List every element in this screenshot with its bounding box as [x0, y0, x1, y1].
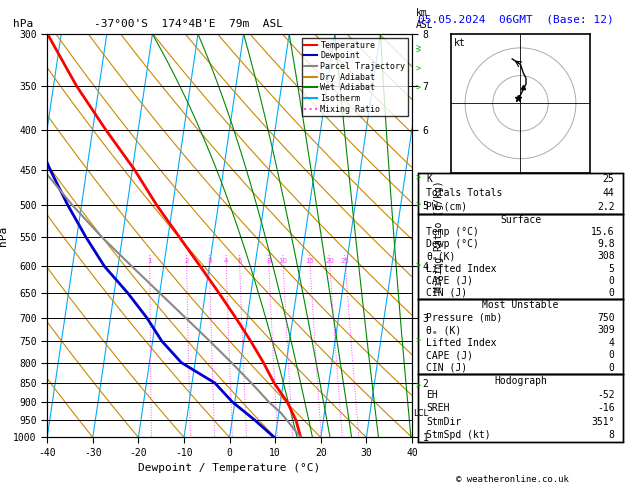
Text: StmDir: StmDir	[426, 417, 462, 427]
Text: 0: 0	[609, 288, 615, 298]
Text: LCL: LCL	[413, 409, 428, 417]
Y-axis label: Mixing Ratio (g/kg): Mixing Ratio (g/kg)	[434, 180, 444, 292]
Text: Dewp (°C): Dewp (°C)	[426, 239, 479, 249]
Text: Pressure (mb): Pressure (mb)	[426, 312, 503, 323]
Text: 1: 1	[147, 258, 152, 263]
Text: CAPE (J): CAPE (J)	[426, 276, 474, 286]
Text: θₑ (K): θₑ (K)	[426, 325, 462, 335]
Text: 15.6: 15.6	[591, 227, 615, 237]
Text: 8: 8	[609, 431, 615, 440]
Text: -52: -52	[597, 390, 615, 399]
Text: 5: 5	[609, 263, 615, 274]
Text: 3: 3	[207, 258, 211, 263]
Text: 0: 0	[609, 276, 615, 286]
Text: 308: 308	[597, 251, 615, 261]
Text: >: >	[415, 336, 420, 346]
Text: 351°: 351°	[591, 417, 615, 427]
Text: >: >	[415, 381, 420, 390]
Text: >: >	[415, 201, 420, 209]
Text: 44: 44	[603, 188, 615, 198]
Text: CIN (J): CIN (J)	[426, 288, 467, 298]
Text: 5: 5	[237, 258, 242, 263]
Text: >: >	[415, 43, 420, 52]
Text: km
ASL: km ASL	[416, 8, 433, 30]
Text: Temp (°C): Temp (°C)	[426, 227, 479, 237]
Text: SREH: SREH	[426, 403, 450, 413]
Text: 750: 750	[597, 312, 615, 323]
Text: 2.2: 2.2	[597, 202, 615, 212]
Text: 2: 2	[184, 258, 189, 263]
Text: -16: -16	[597, 403, 615, 413]
Text: 4: 4	[224, 258, 228, 263]
Text: >: >	[415, 47, 420, 56]
Text: PW (cm): PW (cm)	[426, 202, 467, 212]
Text: 0: 0	[609, 363, 615, 373]
Text: CAPE (J): CAPE (J)	[426, 350, 474, 361]
Text: kt: kt	[454, 38, 465, 48]
Text: Lifted Index: Lifted Index	[426, 338, 497, 348]
Text: Most Unstable: Most Unstable	[482, 300, 559, 310]
Text: StmSpd (kt): StmSpd (kt)	[426, 431, 491, 440]
Text: >: >	[415, 174, 420, 183]
Y-axis label: hPa: hPa	[0, 226, 8, 246]
Text: 15: 15	[306, 258, 314, 263]
Text: 309: 309	[597, 325, 615, 335]
Text: 05.05.2024  06GMT  (Base: 12): 05.05.2024 06GMT (Base: 12)	[418, 15, 614, 25]
Text: 20: 20	[325, 258, 334, 263]
Text: Hodograph: Hodograph	[494, 376, 547, 386]
Text: 8: 8	[267, 258, 271, 263]
Text: Lifted Index: Lifted Index	[426, 263, 497, 274]
Text: -37°00'S  174°4B'E  79m  ASL: -37°00'S 174°4B'E 79m ASL	[94, 19, 283, 30]
Text: 9.8: 9.8	[597, 239, 615, 249]
Text: >: >	[415, 84, 420, 93]
Text: CIN (J): CIN (J)	[426, 363, 467, 373]
Text: >: >	[415, 262, 420, 271]
Text: 4: 4	[609, 338, 615, 348]
Text: © weatheronline.co.uk: © weatheronline.co.uk	[456, 474, 569, 484]
Text: θₑ(K): θₑ(K)	[426, 251, 456, 261]
Text: Surface: Surface	[500, 215, 541, 225]
Text: 0: 0	[609, 350, 615, 361]
Text: Totals Totals: Totals Totals	[426, 188, 503, 198]
Text: hPa: hPa	[13, 19, 33, 30]
Legend: Temperature, Dewpoint, Parcel Trajectory, Dry Adiabat, Wet Adiabat, Isotherm, Mi: Temperature, Dewpoint, Parcel Trajectory…	[302, 38, 408, 116]
Text: 25: 25	[603, 174, 615, 184]
X-axis label: Dewpoint / Temperature (°C): Dewpoint / Temperature (°C)	[138, 463, 321, 473]
Text: >: >	[415, 65, 420, 74]
Text: K: K	[426, 174, 432, 184]
Text: 10: 10	[279, 258, 287, 263]
Text: EH: EH	[426, 390, 438, 399]
Text: 25: 25	[341, 258, 350, 263]
